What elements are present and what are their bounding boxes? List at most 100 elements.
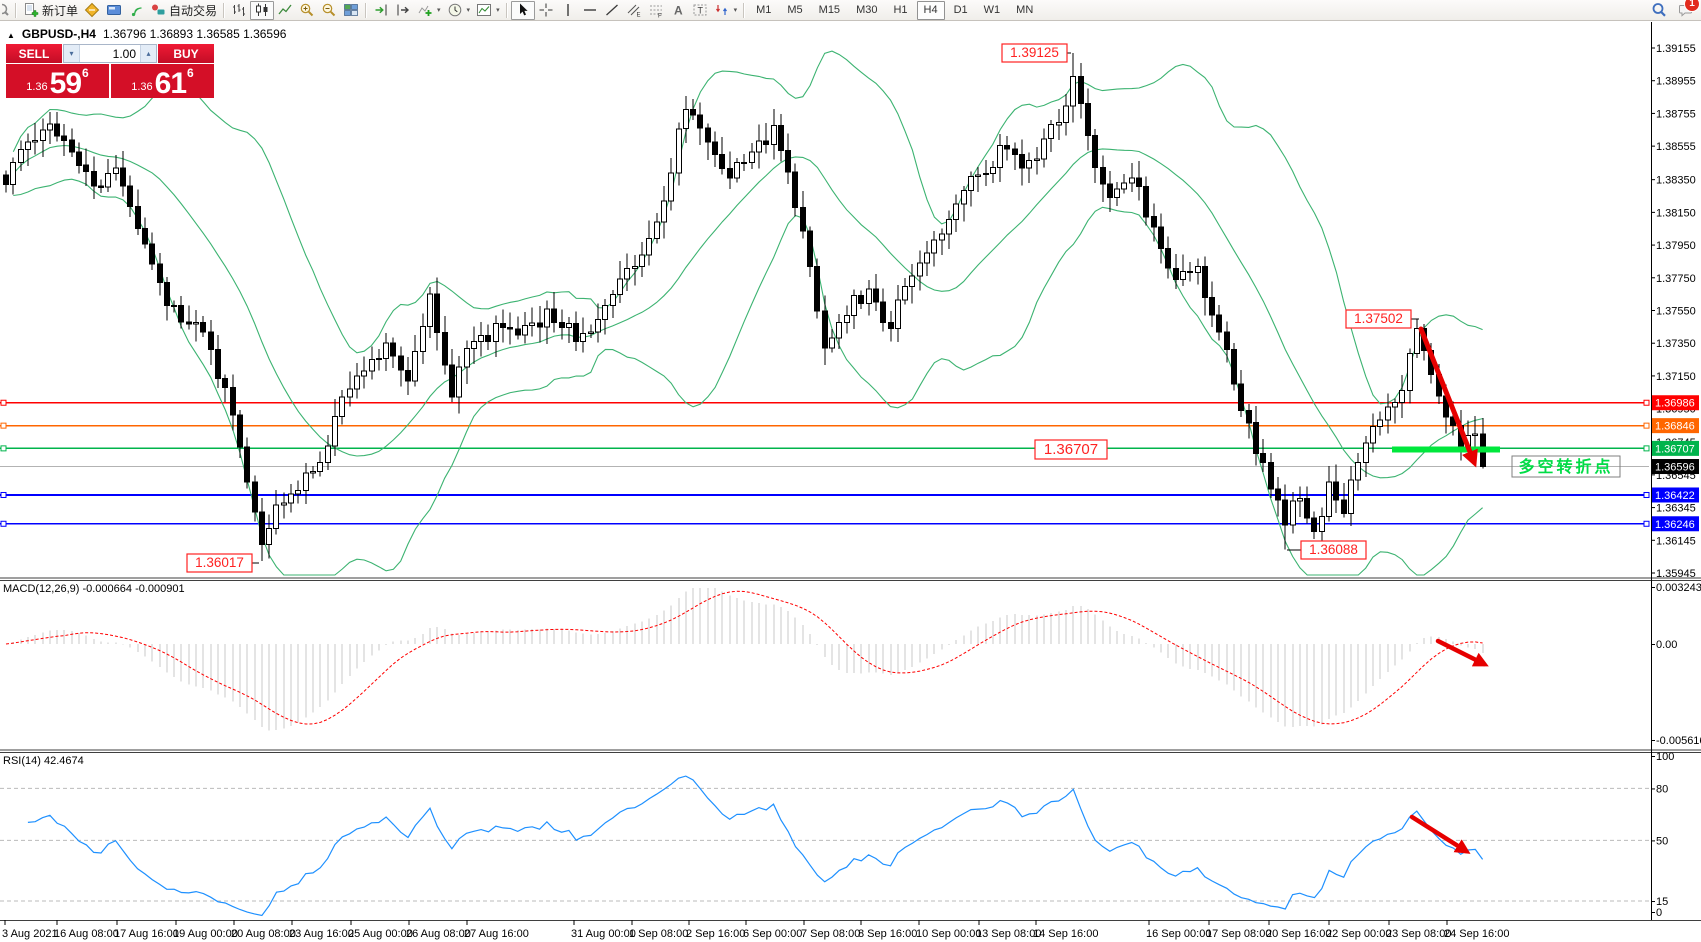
chart-title: ▲ GBPUSD-,H4 1.36796 1.36893 1.36585 1.3…: [7, 27, 286, 41]
volume-input[interactable]: [80, 45, 140, 62]
sell-price-prefix: 1.36: [26, 81, 48, 93]
templates-icon: [477, 4, 492, 16]
svg-text:26 Aug 08:00: 26 Aug 08:00: [406, 928, 471, 940]
autotrading-icon: [152, 4, 165, 15]
text-button[interactable]: A: [667, 1, 689, 20]
chart-shift-button[interactable]: [392, 1, 414, 20]
indicators-button[interactable]: ▾: [414, 1, 444, 20]
buy-price[interactable]: 1.36 61 6: [111, 64, 214, 99]
vertical-line-button[interactable]: [557, 1, 579, 20]
volume-decrease-button[interactable]: ▾: [64, 45, 80, 62]
svg-text:1.36596: 1.36596: [1655, 462, 1695, 474]
cursor-button[interactable]: [510, 0, 535, 20]
volume-field: ▾ ▴: [63, 44, 157, 63]
tile-windows-button[interactable]: [340, 1, 362, 20]
crosshair-button[interactable]: [535, 1, 557, 20]
svg-text:17 Sep 08:00: 17 Sep 08:00: [1206, 928, 1271, 940]
new-order-label: 新订单: [42, 3, 79, 18]
support-zone-layer: [1392, 446, 1500, 453]
tick-direction-icon: ▲: [7, 31, 15, 40]
note-box: 多空转折点: [1511, 455, 1621, 478]
fibonacci-button[interactable]: F: [645, 1, 667, 20]
terminal-icon: [107, 5, 122, 15]
tab-timeframe-m30[interactable]: M30: [856, 3, 878, 16]
equidistant-channel-button[interactable]: E: [623, 1, 645, 20]
new-chart-button[interactable]: [2, 1, 12, 20]
volume-increase-button[interactable]: ▴: [140, 45, 156, 62]
svg-text:22 Sep 00:00: 22 Sep 00:00: [1326, 928, 1391, 940]
autotrading-label: 自动交易: [169, 3, 218, 18]
sell-button[interactable]: SELL: [6, 44, 62, 63]
new-order-icon: [25, 3, 39, 17]
horizontal-line-button[interactable]: [579, 1, 601, 20]
tab-timeframe-h4[interactable]: H4: [916, 0, 945, 20]
search-icon[interactable]: [1651, 2, 1667, 18]
bar-chart-icon: [233, 4, 246, 16]
new-chart-icon: [2, 3, 9, 16]
text-label-button[interactable]: T: [689, 1, 711, 20]
templates-button[interactable]: ▾: [473, 1, 503, 20]
svg-text:多空转折点: 多空转折点: [1518, 457, 1613, 476]
svg-text:13 Sep 08:00: 13 Sep 08:00: [976, 928, 1041, 940]
candlestick-chart-icon: [256, 3, 268, 16]
svg-text:0: 0: [1656, 907, 1662, 919]
svg-text:8 Sep 16:00: 8 Sep 16:00: [858, 928, 917, 940]
signals-button[interactable]: [125, 1, 147, 20]
svg-text:1.37950: 1.37950: [1656, 240, 1696, 252]
svg-text:1.35945: 1.35945: [1656, 568, 1696, 580]
equidistant-channel-icon: E: [627, 4, 640, 18]
support-zone: [1392, 446, 1500, 453]
toolbar-right: 1: [1651, 0, 1700, 18]
buy-price-prefix: 1.36: [131, 81, 153, 93]
notifications[interactable]: 1: [1677, 0, 1700, 18]
trendline-icon: [605, 4, 618, 16]
svg-text:1 Sep 08:00: 1 Sep 08:00: [629, 928, 688, 940]
svg-text:7 Sep 08:00: 7 Sep 08:00: [801, 928, 860, 940]
candlestick-chart-button[interactable]: [250, 0, 275, 20]
terminal-button[interactable]: [103, 1, 125, 20]
metaeditor-button[interactable]: [81, 1, 103, 20]
buy-button[interactable]: BUY: [158, 44, 214, 63]
svg-text:1.36246: 1.36246: [1655, 519, 1695, 531]
auto-scroll-button[interactable]: [370, 1, 392, 20]
svg-text:20 Sep 16:00: 20 Sep 16:00: [1266, 928, 1331, 940]
svg-text:16 Sep 00:00: 16 Sep 00:00: [1146, 928, 1211, 940]
signals-icon: [131, 7, 142, 17]
arrows-icon: [715, 5, 727, 15]
tab-timeframe-m1[interactable]: M1: [756, 3, 772, 16]
svg-text:MACD(12,26,9) -0.000664 -0.000: MACD(12,26,9) -0.000664 -0.000901: [3, 583, 185, 595]
zoom-out-button[interactable]: [318, 1, 340, 20]
tab-timeframe-m5[interactable]: M5: [787, 3, 803, 16]
svg-text:0.003243: 0.003243: [1656, 582, 1701, 594]
tab-timeframe-d1[interactable]: D1: [953, 3, 968, 16]
periods-button[interactable]: ▾: [444, 1, 474, 20]
chevron-down-icon: ▾: [733, 7, 738, 14]
line-chart-icon: [278, 4, 292, 15]
svg-text:RSI(14) 42.4674: RSI(14) 42.4674: [3, 755, 84, 767]
svg-text:1.36145: 1.36145: [1656, 535, 1696, 547]
line-chart-button[interactable]: [274, 1, 296, 20]
sell-price[interactable]: 1.36 59 6: [6, 64, 109, 99]
svg-text:80: 80: [1656, 783, 1668, 795]
svg-text:1.36345: 1.36345: [1656, 503, 1696, 515]
trendline-button[interactable]: [601, 1, 623, 20]
new-order-button[interactable]: 新订单: [20, 1, 81, 20]
autotrading-button[interactable]: 自动交易: [147, 1, 220, 20]
zoom-in-button[interactable]: [296, 1, 318, 20]
tab-timeframe-m15[interactable]: M15: [818, 3, 841, 16]
svg-text:1.38755: 1.38755: [1656, 108, 1696, 120]
tab-timeframe-w1[interactable]: W1: [983, 3, 1001, 16]
arrows-button[interactable]: ▾: [711, 1, 741, 20]
fibonacci-icon: F: [649, 5, 662, 18]
svg-text:1.36017: 1.36017: [195, 555, 244, 570]
zoom-out-icon: [322, 3, 336, 17]
rsi-panel: RSI(14) 42.4674 100 80 50 150: [0, 751, 1674, 919]
sell-price-pipette: 6: [82, 66, 89, 80]
tab-timeframe-h1[interactable]: H1: [893, 3, 908, 16]
tab-timeframe-mn[interactable]: MN: [1016, 3, 1034, 16]
frame: [0, 22, 1701, 921]
bar-chart-button[interactable]: [228, 1, 250, 20]
svg-text:1.36986: 1.36986: [1655, 398, 1695, 410]
svg-text:10 Sep 00:00: 10 Sep 00:00: [916, 928, 981, 940]
